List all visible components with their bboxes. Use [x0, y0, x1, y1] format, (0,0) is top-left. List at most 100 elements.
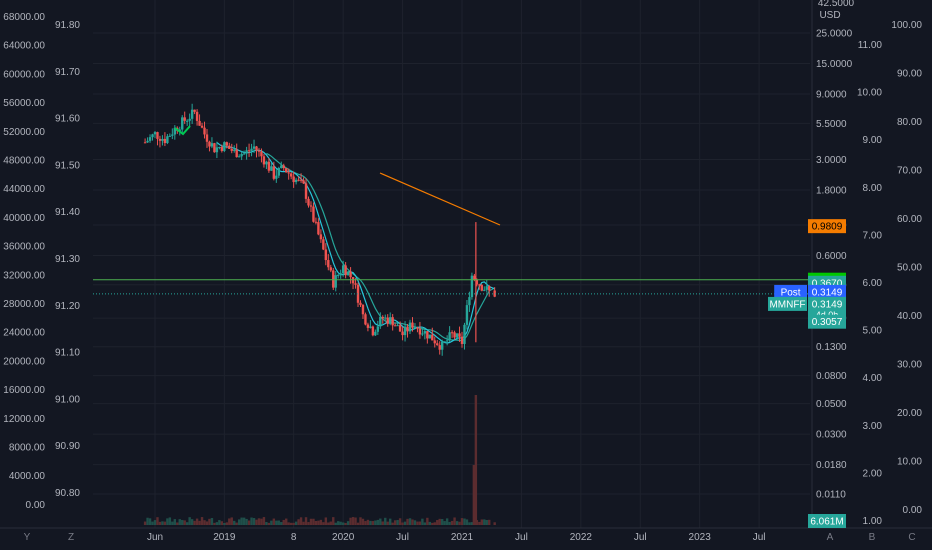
axis-left1-tick: 40000.00 — [3, 213, 45, 224]
volume-bar — [364, 521, 367, 525]
volume-bar — [171, 521, 174, 525]
candle-body — [485, 286, 488, 290]
volume-bar — [329, 521, 332, 525]
candle-body — [205, 134, 209, 142]
candle-body — [265, 161, 268, 165]
volume-bar — [493, 522, 496, 525]
axis-right1-tick: 6.00 — [863, 278, 883, 289]
candle-body — [463, 324, 466, 344]
candle-body — [312, 206, 315, 222]
candle-body — [413, 327, 417, 329]
currency-label: USD — [819, 10, 840, 21]
candle-body — [324, 249, 328, 261]
volume-bar — [393, 520, 397, 525]
axis-main-tick: 5.5000 — [816, 119, 847, 130]
volume-bar — [285, 518, 288, 525]
axis-main-tick: 3.0000 — [816, 155, 847, 166]
volume-bar — [181, 520, 184, 525]
axis-left1-tick: 0.00 — [26, 500, 46, 511]
axis-time-tick: 2021 — [451, 532, 474, 543]
trend-line — [379, 172, 501, 226]
volume-bar — [260, 518, 263, 525]
candle-body — [220, 147, 224, 151]
axis-right1-tick: 10.00 — [857, 88, 882, 99]
candle-body — [166, 136, 169, 144]
candle-body — [203, 127, 206, 135]
candle-body — [228, 145, 231, 149]
bottom-icon-right: A — [827, 532, 834, 543]
volume-bar — [143, 521, 147, 525]
candle-body — [396, 325, 399, 327]
candle-body — [465, 305, 469, 325]
axis-main-tick: 0.0180 — [816, 460, 847, 471]
candle-body — [272, 166, 276, 179]
candle-body — [143, 142, 147, 144]
axis-main-tick: 0.0800 — [816, 371, 847, 382]
candle-body — [346, 271, 350, 276]
price-tag-box — [808, 514, 846, 528]
volume-bar — [312, 518, 315, 525]
axis-main-tick: 0.0110 — [816, 490, 846, 501]
volume-bar — [218, 520, 221, 525]
candle-body — [270, 166, 273, 171]
candle-body — [455, 333, 459, 338]
candle-body — [287, 172, 290, 174]
volume-bar — [443, 521, 446, 525]
axis-left1-tick: 4000.00 — [9, 471, 46, 482]
axis-left2-tick: 91.80 — [55, 20, 80, 31]
axis-right1-tick: 3.00 — [863, 421, 883, 432]
volume-bar — [374, 520, 377, 525]
axis-left2-tick: 91.60 — [55, 114, 80, 125]
price-candles — [143, 103, 496, 356]
candle-body — [473, 275, 476, 280]
volume-bar — [297, 519, 300, 525]
volume-bar — [270, 520, 273, 525]
candle-body — [364, 314, 367, 325]
axis-main-tick: 0.0500 — [816, 399, 847, 410]
candle-body — [267, 161, 271, 171]
volume-bar — [433, 522, 436, 525]
candle-body — [181, 117, 184, 130]
volume-bar — [282, 519, 285, 525]
volume-bar — [156, 517, 159, 525]
volume-bar — [235, 522, 238, 525]
volume-bar — [334, 522, 337, 525]
candle-body — [255, 146, 258, 151]
bottom-icon-right: C — [908, 532, 915, 543]
candle-body — [493, 290, 496, 297]
candle-body — [450, 332, 454, 334]
axis-left2-tick: 91.70 — [55, 67, 80, 78]
volume-bar — [371, 521, 375, 525]
volume-bar — [307, 522, 310, 525]
axis-time-tick: 2020 — [332, 532, 355, 543]
price-tag-value: 0.3149 — [812, 287, 843, 298]
volume-bar — [309, 518, 313, 525]
axis-left1-tick: 64000.00 — [3, 41, 45, 52]
volume-bar — [403, 521, 407, 525]
volume-bar — [203, 520, 206, 525]
axis-left1-tick: 16000.00 — [3, 385, 45, 396]
price-tag-name-box — [768, 296, 807, 311]
volume-bar — [488, 519, 491, 525]
candle-body — [433, 340, 436, 344]
candle-body — [252, 146, 256, 149]
volume-bar — [292, 522, 295, 525]
candle-body — [421, 333, 424, 335]
axis-right2-tick: 60.00 — [897, 214, 922, 225]
volume-bar — [277, 520, 280, 525]
candle-body — [329, 267, 332, 271]
candle-body — [151, 134, 154, 138]
candle-body — [371, 326, 375, 336]
volume-bar — [304, 517, 308, 525]
axis-time-tick: 8 — [291, 532, 297, 543]
volume-bar — [354, 517, 357, 525]
candle-body — [237, 156, 241, 158]
volume-bar — [384, 517, 387, 525]
candle-body — [168, 135, 172, 137]
volume-bar — [421, 518, 424, 525]
volume-bar — [480, 519, 484, 525]
axis-left2-tick: 91.20 — [55, 301, 80, 312]
